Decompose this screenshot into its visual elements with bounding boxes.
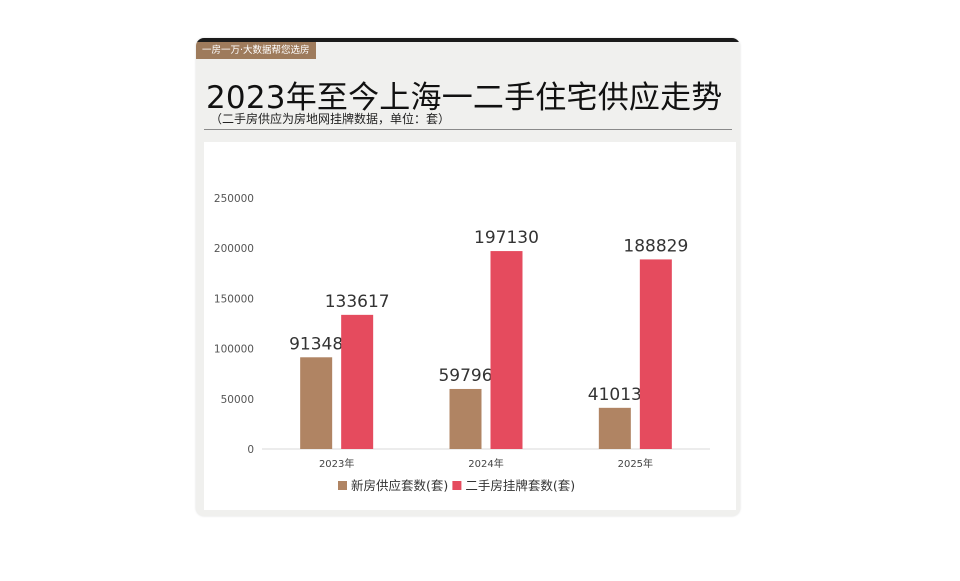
top-border bbox=[196, 38, 740, 42]
data-label: 188829 bbox=[623, 236, 688, 256]
y-tick-label: 150000 bbox=[214, 293, 254, 305]
y-tick-label: 50000 bbox=[221, 394, 254, 406]
data-label: 133617 bbox=[325, 292, 390, 312]
bar bbox=[598, 407, 631, 449]
bar-chart: 0 50000 100000 150000 200000 250000 91348 13361… bbox=[214, 193, 710, 493]
data-label: 59796 bbox=[438, 366, 492, 386]
chart-title: 2023年至今上海一二手住宅供应走势 bbox=[206, 80, 723, 116]
brand-tag: 一房一万·大数据帮您选房 bbox=[196, 42, 316, 59]
divider bbox=[204, 129, 732, 130]
bar bbox=[449, 388, 482, 449]
bar bbox=[300, 357, 333, 449]
data-label: 41013 bbox=[588, 385, 642, 405]
chart-card: 一房一万·大数据帮您选房 2023年至今上海一二手住宅供应走势 （二手房供应为房… bbox=[196, 38, 740, 516]
x-tick-label: 2023年 bbox=[319, 457, 354, 470]
data-label: 91348 bbox=[289, 334, 343, 354]
bar bbox=[490, 251, 523, 449]
chart-subtitle: （二手房供应为房地网挂牌数据，单位：套） bbox=[210, 112, 451, 126]
bar bbox=[341, 314, 374, 449]
legend-swatch bbox=[452, 481, 462, 490]
y-tick-label: 200000 bbox=[214, 243, 254, 255]
x-tick-label: 2024年 bbox=[468, 457, 503, 470]
y-tick-label: 100000 bbox=[214, 344, 254, 356]
data-label: 197130 bbox=[474, 228, 539, 248]
legend-label: 新房供应套数(套) bbox=[351, 478, 448, 493]
y-tick-label: 250000 bbox=[214, 193, 254, 205]
legend-swatch bbox=[338, 481, 347, 490]
y-tick-label: 0 bbox=[247, 444, 254, 456]
chart-area: 0 50000 100000 150000 200000 250000 91348 13361… bbox=[204, 142, 736, 510]
bar bbox=[639, 259, 672, 449]
x-tick-label: 2025年 bbox=[618, 457, 653, 470]
legend-label: 二手房挂牌套数(套) bbox=[465, 478, 575, 493]
